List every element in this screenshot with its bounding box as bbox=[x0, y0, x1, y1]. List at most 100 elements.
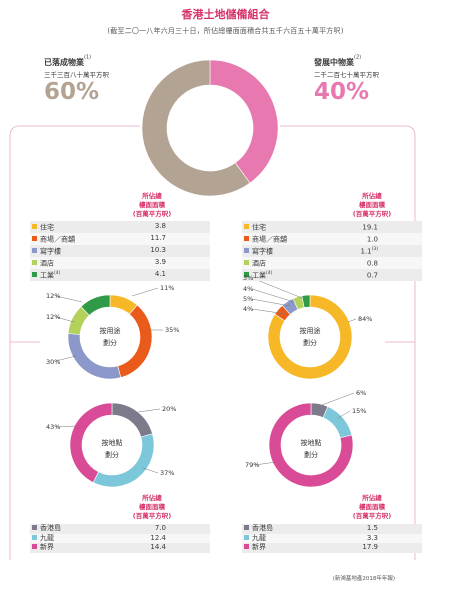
row-label: 酒店 bbox=[40, 259, 54, 268]
row-label: 九龍 bbox=[252, 533, 266, 542]
legend-swatch bbox=[32, 224, 37, 230]
pct-label: 11% bbox=[160, 284, 175, 292]
table-row: 九龍 3.3 bbox=[242, 533, 422, 544]
row-label: 住宅 bbox=[252, 223, 266, 232]
pct-label: 30% bbox=[46, 358, 61, 366]
right-location-center: 按地點 劃分 bbox=[281, 437, 341, 461]
row-label: 香港島 bbox=[40, 524, 61, 532]
value-note: (3) bbox=[371, 246, 378, 252]
table-row: 住宅 3.8 bbox=[30, 221, 210, 233]
row-value: 14.4 bbox=[104, 543, 210, 553]
value-text: 3.8 bbox=[154, 222, 166, 231]
row-label: 香港島 bbox=[252, 524, 273, 532]
legend-swatch bbox=[32, 260, 37, 266]
legend-swatch bbox=[244, 248, 249, 254]
main-donut-slice bbox=[209, 59, 279, 184]
legend-swatch bbox=[244, 236, 249, 242]
row-label: 寫字樓 bbox=[40, 247, 61, 256]
right-usage-table-header: 所佔總 樓面面積 (百萬平方呎) bbox=[343, 192, 401, 219]
header-line3: (百萬平方呎) bbox=[132, 512, 172, 520]
pct-label: 3% bbox=[243, 274, 254, 282]
row-note: (4) bbox=[54, 270, 61, 276]
table-row: 工業(4) 0.7 bbox=[242, 268, 422, 281]
right-location-table-header: 所佔總 樓面面積 (百萬平方呎) bbox=[343, 494, 401, 521]
header-line2: 樓面面積 bbox=[359, 503, 385, 511]
center-line2: 劃分 bbox=[303, 339, 317, 347]
page-subtitle: (截至二〇一八年六月三十日，所佔總樓面面積合共五千六百五十萬平方呎) bbox=[107, 27, 344, 35]
left-location-slice bbox=[111, 402, 153, 438]
value-text: 19.1 bbox=[362, 223, 378, 232]
right-location-slice bbox=[268, 402, 354, 488]
row-label: 工業 bbox=[252, 271, 266, 280]
pct-label: 5% bbox=[243, 295, 254, 303]
row-category: 寫字樓 bbox=[242, 244, 316, 257]
table-row: 工業(4) 4.1 bbox=[30, 268, 210, 281]
row-value: 4.1 bbox=[104, 268, 210, 281]
header-line2: 樓面面積 bbox=[139, 201, 165, 209]
main-donut-slice bbox=[141, 59, 251, 197]
center-line1: 按地點 bbox=[101, 439, 123, 447]
row-value: 1.5 bbox=[316, 524, 422, 534]
right-usage-slice bbox=[301, 294, 311, 308]
pct-label: 12% bbox=[46, 313, 61, 321]
leader-line bbox=[142, 467, 159, 474]
pct-label: 15% bbox=[352, 407, 367, 415]
table-row: 住宅 19.1 bbox=[242, 221, 422, 233]
left-location-center: 按地點 劃分 bbox=[82, 437, 142, 461]
center-line2: 劃分 bbox=[105, 451, 119, 459]
donut-right-usage bbox=[267, 294, 353, 380]
pct-label: 37% bbox=[160, 469, 175, 477]
row-note: (4) bbox=[266, 270, 273, 276]
left-location-table: 香港島 7.0 九龍 12.4 新界 14.4 bbox=[30, 524, 210, 553]
header-line1: 所佔總 bbox=[142, 192, 162, 200]
completed-block: 已落成物業(1) 三千三百八十萬平方呎 60% bbox=[44, 50, 109, 105]
value-text: 0.7 bbox=[366, 271, 378, 280]
leader-line bbox=[55, 316, 75, 323]
row-label: 九龍 bbox=[40, 533, 54, 542]
legend-swatch bbox=[32, 236, 37, 242]
row-value: 3.8 bbox=[104, 221, 210, 233]
row-category: 九龍 bbox=[30, 533, 104, 544]
leader-line bbox=[254, 461, 277, 466]
leader-line bbox=[131, 287, 159, 297]
row-value: 3.3 bbox=[316, 533, 422, 544]
legend-swatch bbox=[32, 544, 37, 550]
row-category: 工業(4) bbox=[242, 268, 316, 281]
table-row: 商場／商舖 11.7 bbox=[30, 232, 210, 245]
value-text: 3.3 bbox=[366, 533, 378, 542]
row-label: 工業 bbox=[40, 271, 54, 280]
header-line3: (百萬平方呎) bbox=[352, 512, 392, 520]
pct-label: 6% bbox=[356, 389, 367, 397]
main-donut bbox=[141, 59, 279, 197]
leader-line bbox=[55, 425, 77, 428]
row-category: 住宅 bbox=[30, 221, 104, 233]
leader-line bbox=[251, 288, 295, 303]
left-usage-center: 按用途 劃分 bbox=[80, 325, 140, 349]
pct-label: 20% bbox=[162, 405, 177, 413]
center-line1: 按地點 bbox=[300, 439, 322, 447]
development-block: 發展中物業(2) 二千二百七十萬平方呎 40% bbox=[314, 50, 379, 105]
row-category: 香港島 bbox=[242, 524, 316, 534]
legend-swatch bbox=[244, 525, 249, 530]
center-line1: 按用途 bbox=[99, 327, 121, 335]
value-text: 10.3 bbox=[150, 246, 166, 254]
legend-swatch bbox=[32, 248, 37, 254]
table-row: 香港島 1.5 bbox=[242, 524, 422, 534]
value-text: 1.1 bbox=[360, 247, 372, 256]
table-row: 酒店 3.9 bbox=[30, 256, 210, 269]
right-usage-slice bbox=[267, 294, 353, 380]
row-category: 新界 bbox=[30, 543, 104, 553]
left-usage-slice bbox=[80, 294, 111, 316]
row-value: 3.9 bbox=[104, 256, 210, 269]
table-row: 寫字樓 10.3 bbox=[30, 244, 210, 257]
page-title: 香港土地儲備組合 bbox=[181, 8, 270, 21]
center-line1: 按用途 bbox=[299, 327, 321, 335]
row-value: 0.7 bbox=[316, 268, 422, 281]
pct-label: 43% bbox=[46, 423, 61, 431]
leader-line bbox=[321, 392, 355, 406]
row-label: 新界 bbox=[252, 543, 266, 552]
row-category: 九龍 bbox=[242, 533, 316, 544]
legend-swatch bbox=[244, 534, 249, 540]
legend-swatch bbox=[244, 224, 249, 230]
